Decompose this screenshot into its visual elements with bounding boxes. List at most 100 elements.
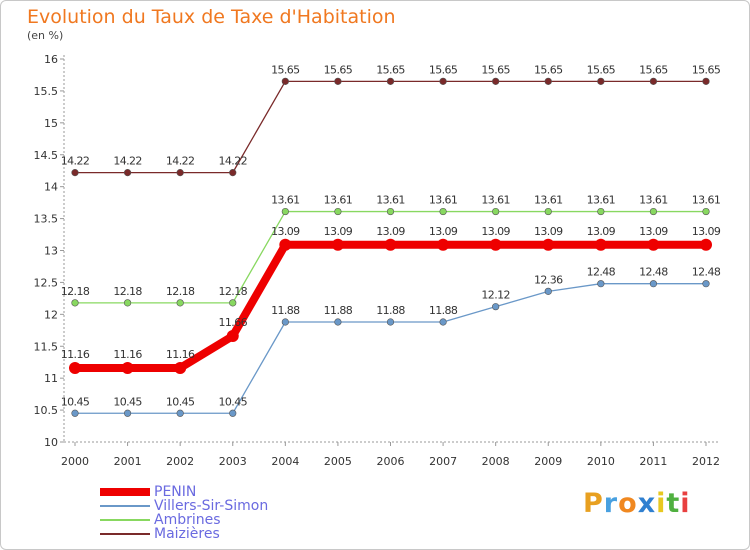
data-label-villers-sir-simon: 12.48 [587,266,616,279]
data-label-maizi-res: 15.65 [692,63,721,76]
y-tick-label: 12 [44,308,58,321]
data-point-ambrines [123,299,132,307]
data-point-maizi-res [439,77,447,85]
data-label-maizi-res: 15.65 [429,63,458,76]
data-label-villers-sir-simon: 11.88 [429,304,458,317]
data-label-penin: 13.09 [587,225,616,238]
data-label-ambrines: 12.18 [61,285,90,298]
x-tick-label: 2003 [219,455,247,468]
data-point-maizi-res [386,77,395,85]
brand-letter: o [618,488,638,519]
data-point-maizi-res [702,77,710,85]
data-label-villers-sir-simon: 10.45 [61,395,90,408]
data-label-maizi-res: 14.22 [219,155,248,168]
data-label-ambrines: 12.18 [166,285,195,298]
data-point-villers-sir-simon [597,280,605,288]
chart-title: Evolution du Taux de Taxe d'Habitation [27,6,396,28]
data-label-penin: 11.16 [166,348,195,361]
data-point-penin [542,238,555,251]
brand-letter: t [666,488,681,519]
data-label-maizi-res: 15.65 [587,63,616,76]
data-label-ambrines: 13.61 [481,194,510,207]
data-label-villers-sir-simon: 12.48 [639,266,668,279]
data-point-villers-sir-simon [281,318,289,326]
data-label-maizi-res: 14.22 [166,155,195,168]
data-label-penin: 13.09 [481,225,510,238]
unit-label: (en %) [27,29,64,42]
data-label-penin: 13.09 [271,225,300,238]
data-point-penin [121,361,134,374]
data-label-maizi-res: 15.65 [639,63,668,76]
legend-swatch [100,519,150,521]
data-label-maizi-res: 15.65 [271,63,300,76]
legend-label: Maizières [154,526,220,542]
brand-letter: P [583,488,604,519]
data-label-villers-sir-simon: 10.45 [219,395,248,408]
legend-item-villers-sir-simon: Villers-Sir-Simon [100,498,268,514]
y-tick-label: 15.5 [34,85,59,98]
data-label-ambrines: 13.61 [271,194,300,207]
data-point-penin [226,330,239,343]
legend-item-penin: PENIN [100,484,196,500]
data-label-ambrines: 13.61 [324,194,353,207]
data-point-maizi-res [281,77,289,85]
data-point-ambrines [544,207,552,216]
data-point-villers-sir-simon [229,409,237,417]
data-label-ambrines: 12.18 [113,285,142,298]
x-tick-label: 2004 [271,455,299,468]
y-tick-label: 11.5 [34,340,59,353]
y-tick-label: 16 [44,53,58,66]
data-label-ambrines: 13.61 [534,194,563,207]
data-point-penin [700,238,712,251]
y-tick-label: 15 [44,117,58,130]
data-label-penin: 13.09 [429,225,458,238]
data-label-villers-sir-simon: 12.12 [481,289,510,302]
data-point-ambrines [702,207,710,216]
data-label-maizi-res: 14.22 [61,155,90,168]
data-label-maizi-res: 15.65 [376,63,405,76]
x-tick-label: 2009 [534,455,562,468]
data-label-ambrines: 13.61 [587,194,616,207]
data-point-villers-sir-simon [386,318,395,326]
x-tick-label: 2007 [429,455,457,468]
data-point-penin [279,238,292,251]
x-tick-label: 2005 [324,455,352,468]
y-tick-label: 10.5 [34,404,59,417]
data-label-maizi-res: 15.65 [324,63,353,76]
data-point-ambrines [439,207,447,216]
y-tick-label: 11 [44,372,58,385]
data-point-villers-sir-simon [649,280,658,288]
data-point-maizi-res [229,169,237,177]
data-point-villers-sir-simon [123,409,132,417]
data-point-ambrines [229,299,237,307]
data-point-maizi-res [597,77,605,85]
data-label-penin: 13.09 [534,225,563,238]
y-tick-label: 13 [44,245,58,258]
data-point-ambrines [334,207,342,216]
data-label-penin: 11.66 [219,316,248,329]
x-tick-label: 2008 [482,455,510,468]
legend-label: Ambrines [154,512,221,528]
data-label-penin: 13.09 [692,225,721,238]
data-label-penin: 13.09 [639,225,668,238]
data-label-penin: 13.09 [376,225,405,238]
data-point-penin [594,238,607,251]
data-point-ambrines [492,207,500,216]
data-point-villers-sir-simon [702,280,710,288]
proxiti-logo: Proxiti [583,488,691,519]
data-label-villers-sir-simon: 11.88 [376,304,405,317]
y-tick-label: 10 [44,436,58,449]
data-label-villers-sir-simon: 11.88 [324,304,353,317]
x-tick-label: 2010 [587,455,615,468]
data-label-villers-sir-simon: 10.45 [166,395,195,408]
data-point-ambrines [176,299,184,307]
data-point-maizi-res [176,169,184,177]
data-point-maizi-res [123,169,132,177]
data-point-maizi-res [71,169,79,177]
data-label-villers-sir-simon: 11.88 [271,304,300,317]
data-point-ambrines [649,207,658,216]
y-tick-label: 14.5 [34,149,59,162]
data-label-ambrines: 13.61 [429,194,458,207]
data-point-villers-sir-simon [544,287,552,295]
